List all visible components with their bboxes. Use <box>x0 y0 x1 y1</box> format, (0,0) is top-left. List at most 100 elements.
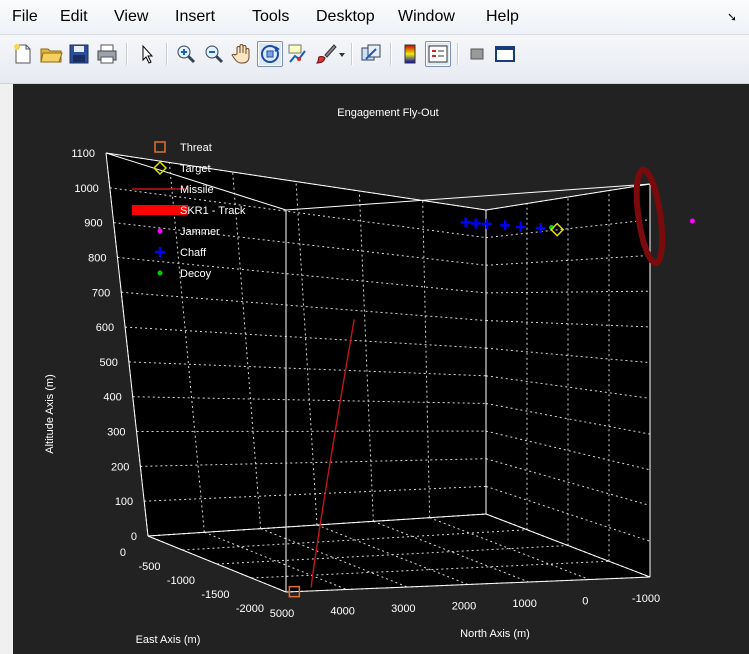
chaff-point <box>460 217 471 228</box>
show-plot-tools-icon[interactable] <box>492 41 518 67</box>
z-tick-label: 600 <box>96 322 114 334</box>
z-gridline-back <box>109 187 487 239</box>
grid-layer <box>105 152 651 593</box>
y-tick-label: 0 <box>582 596 588 608</box>
z-tick-label: 700 <box>92 287 110 299</box>
missile-trajectory <box>310 319 355 588</box>
legend-icon[interactable] <box>425 41 451 67</box>
legend-label: Target <box>180 163 211 175</box>
box-edge <box>285 576 651 593</box>
data-cursor-icon[interactable] <box>285 41 311 67</box>
x-tick-label: 0 <box>120 547 126 559</box>
toolbar-separator <box>351 43 352 65</box>
hide-plot-tools-icon[interactable] <box>464 41 490 67</box>
y-tick-label: 4000 <box>330 606 354 618</box>
y-tick-label: 5000 <box>270 608 294 620</box>
x-axis-label: East Axis (m) <box>136 634 201 646</box>
z-gridline-side <box>485 430 651 471</box>
dock-arrow-icon[interactable]: ➘ <box>726 10 737 24</box>
threat-marker <box>288 585 301 598</box>
legend-marker-track <box>132 205 188 215</box>
chaff-point <box>535 223 546 234</box>
menu-window[interactable]: Window <box>398 8 455 25</box>
toolbar-separator <box>457 43 458 65</box>
save-icon[interactable] <box>66 41 92 67</box>
y-gridline-wall <box>295 181 318 526</box>
z-tick-label: 900 <box>84 218 102 230</box>
jammer-point <box>689 218 695 224</box>
legend[interactable]: Threat Target Missile SKR1 - Track Jammer Cha… <box>132 141 246 280</box>
legend-marker-chaff <box>155 247 165 257</box>
rotate-3d-icon[interactable] <box>257 41 283 67</box>
y-tick-label: 1000 <box>512 598 536 610</box>
back-wall <box>106 153 486 536</box>
legend-marker-jammer <box>157 228 163 234</box>
z-tick-label: 100 <box>115 496 133 508</box>
menu-file[interactable]: File <box>12 8 38 25</box>
z-gridline-side <box>485 320 651 328</box>
colorbar-icon[interactable] <box>397 41 423 67</box>
box-edge <box>105 152 149 537</box>
pan-icon[interactable] <box>229 41 255 67</box>
toolbar-separator <box>166 43 167 65</box>
legend-label: Decoy <box>180 268 212 280</box>
y-tick-label: 2000 <box>452 601 476 613</box>
toolbar-separator <box>126 43 127 65</box>
z-tick-label: 500 <box>100 357 118 369</box>
menu-help[interactable]: Help <box>486 8 519 25</box>
legend-label: SKR1 - Track <box>180 205 246 217</box>
figure-toolbar <box>0 35 749 84</box>
y-gridline-floor <box>429 517 590 580</box>
brush-icon[interactable] <box>313 41 339 67</box>
box-edge <box>105 152 287 211</box>
data-layer <box>288 166 695 598</box>
y-gridline-wall <box>358 190 374 522</box>
chaff-point <box>515 222 526 233</box>
track-ring <box>633 166 666 266</box>
menu-insert[interactable]: Insert <box>175 8 216 25</box>
box-edge <box>485 513 651 578</box>
tick-layer: 0 100 200 300 400 500 600 700 800 900 1000 1100 5000… <box>71 148 660 620</box>
print-icon[interactable] <box>94 41 120 67</box>
zoom-in-icon[interactable] <box>173 41 199 67</box>
menu-tools[interactable]: Tools <box>252 8 290 25</box>
legend-label: Jammer <box>180 226 220 238</box>
z-axis-label: Altitude Axis (m) <box>44 374 56 453</box>
chaff-point <box>470 218 481 229</box>
zoom-out-icon[interactable] <box>201 41 227 67</box>
new-figure-icon[interactable] <box>10 41 36 67</box>
y-gridline-floor <box>260 528 408 588</box>
menu-edit[interactable]: Edit <box>60 8 88 25</box>
z-gridline-side <box>485 254 651 266</box>
x-gridline-floor <box>216 545 569 565</box>
menu-desktop[interactable]: Desktop <box>316 8 375 25</box>
z-tick-label: 300 <box>107 427 125 439</box>
brush-dropdown-icon[interactable] <box>336 41 348 67</box>
legend-label: Missile <box>180 184 214 196</box>
legend-label: Threat <box>180 142 212 154</box>
x-tick-label: -1000 <box>167 575 195 587</box>
chaff-point <box>481 218 492 229</box>
chaff-point <box>500 220 511 231</box>
z-tick-label: 0 <box>131 531 137 543</box>
legend-marker-threat <box>154 141 166 153</box>
x-tick-label: -1500 <box>201 589 229 601</box>
z-gridline-side <box>485 458 651 507</box>
z-gridline-side <box>485 290 651 294</box>
y-tick-label: 3000 <box>391 603 415 615</box>
legend-label: Chaff <box>180 247 207 259</box>
legend-marker-decoy <box>157 270 163 276</box>
z-tick-label: 1000 <box>74 183 98 195</box>
target-marker <box>550 222 565 237</box>
axes-3d[interactable]: Engagement Fly-Out 0 100 200 300 400 500 600 70… <box>13 84 749 654</box>
figure-canvas[interactable]: Engagement Fly-Out 0 100 200 300 400 500 600 70… <box>13 84 749 654</box>
z-gridline-back <box>125 326 487 349</box>
pointer-icon[interactable] <box>134 41 160 67</box>
link-plot-icon[interactable] <box>358 41 384 67</box>
toolbar-separator <box>390 43 391 65</box>
y-gridline-wall <box>168 162 205 533</box>
open-icon[interactable] <box>38 41 64 67</box>
x-tick-label: -2000 <box>236 603 264 615</box>
menu-view[interactable]: View <box>114 8 149 25</box>
